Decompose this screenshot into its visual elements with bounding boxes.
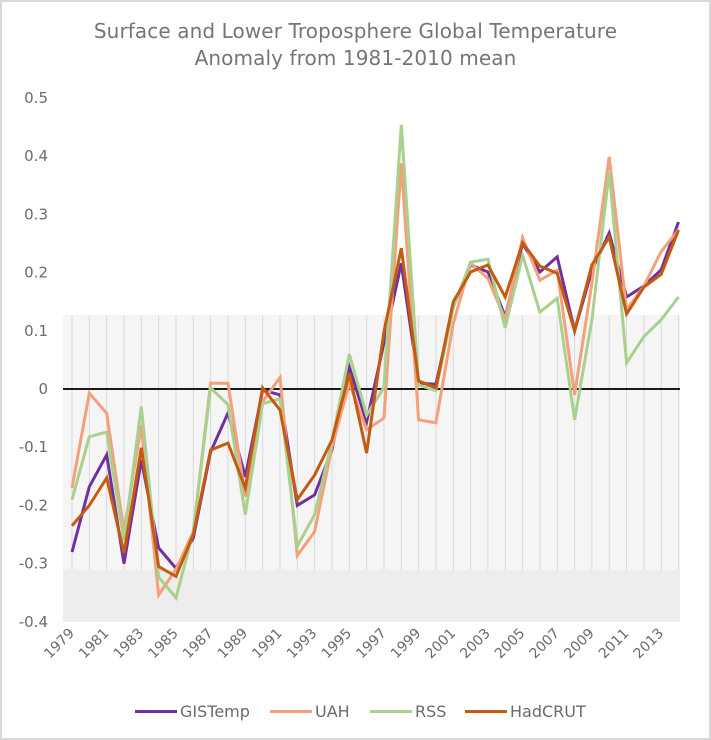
chart-title-line-2: Anomaly from 1981-2010 mean [194, 46, 517, 70]
legend-label: UAH [315, 701, 350, 721]
x-tick-label: 2007 [527, 626, 564, 663]
legend-label: HadCRUT [510, 701, 586, 721]
shaded-band-light [63, 315, 680, 571]
x-tick-label: 2005 [492, 626, 529, 663]
x-axis-ticks: 1979198119831985198719891991199319951997… [41, 626, 667, 663]
legend-swatch [370, 709, 412, 713]
x-tick-label: 1991 [249, 626, 286, 663]
x-tick-label: 2013 [631, 626, 668, 663]
legend-label: RSS [415, 701, 447, 721]
y-tick-label: -0.1 [19, 438, 48, 456]
shaded-bands [63, 315, 680, 622]
y-tick-label: 0.5 [24, 89, 48, 107]
x-tick-label: 1995 [319, 626, 356, 663]
x-tick-label: 1987 [180, 626, 217, 663]
x-tick-label: 2011 [596, 626, 633, 663]
x-tick-label: 1985 [145, 626, 182, 663]
x-tick-label: 2003 [457, 626, 494, 663]
legend: GISTemp UAH RSS HadCRUT [0, 700, 711, 722]
x-tick-label: 1993 [284, 626, 321, 663]
x-tick-label: 1979 [41, 626, 78, 663]
y-tick-label: -0.4 [19, 613, 48, 631]
legend-item-hadcrut[interactable]: HadCRUT [465, 700, 586, 722]
y-tick-label: 0.3 [24, 205, 48, 223]
legend-item-uah[interactable]: UAH [270, 700, 350, 722]
legend-swatch [270, 709, 312, 713]
series-line-hadcrut [70, 229, 680, 579]
y-tick-label: 0.2 [24, 264, 48, 282]
y-axis-ticks: 0.5 0.4 0.3 0.2 0.1 0 -0.1 -0.2 -0.3 -0.4 [19, 89, 48, 631]
legend-swatch [465, 709, 507, 713]
gridlines [71, 315, 680, 571]
x-tick-label: 2001 [423, 626, 460, 663]
x-tick-label: 1983 [111, 626, 148, 663]
x-tick-label: 1999 [388, 626, 425, 663]
chart-title: Surface and Lower Troposphere Global Tem… [0, 18, 711, 72]
series-lines [70, 124, 680, 602]
shaded-band-darker [63, 570, 680, 622]
x-tick-label: 1981 [76, 626, 113, 663]
y-tick-label: 0 [38, 380, 48, 398]
y-tick-label: -0.2 [19, 496, 48, 514]
y-tick-label: -0.3 [19, 555, 48, 573]
x-tick-label: 1997 [353, 626, 390, 663]
y-tick-label: 0.1 [24, 322, 48, 340]
x-tick-label: 1989 [215, 626, 252, 663]
legend-label: GISTemp [180, 701, 250, 721]
legend-item-rss[interactable]: RSS [370, 700, 446, 722]
x-tick-label: 2009 [561, 626, 598, 663]
chart-title-line-1: Surface and Lower Troposphere Global Tem… [93, 19, 618, 43]
y-tick-label: 0.4 [24, 147, 48, 165]
legend-swatch [135, 709, 177, 713]
legend-item-gistemp[interactable]: GISTemp [135, 700, 250, 722]
